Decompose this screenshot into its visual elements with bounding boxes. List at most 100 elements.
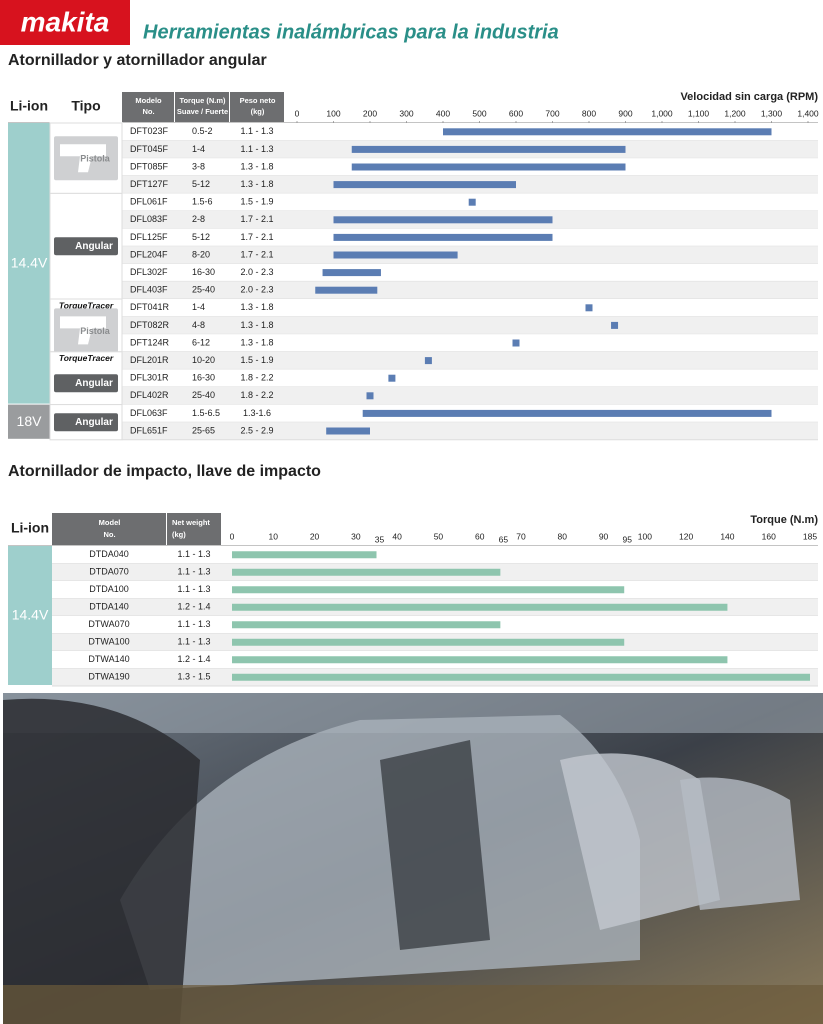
torque: 25-40 xyxy=(192,285,215,295)
point-mark xyxy=(388,374,396,382)
weight: 1.3 - 1.8 xyxy=(240,179,273,189)
header-text: Peso neto xyxy=(240,96,276,105)
x-tick-label: 600 xyxy=(509,108,523,118)
header-cell xyxy=(230,92,284,122)
weight: 1.8 - 2.2 xyxy=(240,390,273,400)
row-stripe xyxy=(122,334,818,352)
torque: 4-8 xyxy=(192,320,205,330)
x-tick-label: 800 xyxy=(582,108,596,118)
model: DTDA100 xyxy=(89,584,129,594)
weight: 1.2 - 1.4 xyxy=(177,654,210,664)
torque: 25-40 xyxy=(192,390,215,400)
range-bar xyxy=(333,251,458,259)
bar xyxy=(232,551,377,559)
torque-tracer-badge: TorqueTracer xyxy=(59,353,114,363)
x-tick-label: 140 xyxy=(720,531,734,541)
axis-title: Velocidad sin carga (RPM) xyxy=(680,91,818,103)
weight: 1.1 - 1.3 xyxy=(177,637,210,647)
tool-silhouette xyxy=(60,316,106,345)
tool-icon xyxy=(54,237,118,256)
weight: 1.3 - 1.5 xyxy=(177,672,210,682)
x-tick-label: 60 xyxy=(475,531,485,541)
header-cell xyxy=(167,513,221,545)
row-stripe xyxy=(122,316,818,335)
model: DFL204F xyxy=(130,249,168,259)
weight: 1.7 - 2.1 xyxy=(240,214,273,224)
x-tick-label: 700 xyxy=(545,108,559,118)
tool-label: Angular xyxy=(75,241,113,252)
model: DFT045F xyxy=(130,144,169,154)
torque: 5-12 xyxy=(192,179,210,189)
x-tick-label: 20 xyxy=(310,531,320,541)
row-stripe xyxy=(122,246,818,264)
weight: 1.3 - 1.8 xyxy=(240,337,273,347)
header-text: (kg) xyxy=(251,107,265,116)
torque: 25-65 xyxy=(192,425,215,435)
column-header: Tipo xyxy=(71,98,100,114)
header-text: No. xyxy=(103,530,115,539)
weight: 1.1 - 1.3 xyxy=(177,584,210,594)
torque: 1-4 xyxy=(192,302,205,312)
torque: 0.5-2 xyxy=(192,126,213,136)
x-tick-label: 500 xyxy=(472,108,486,118)
x-tick-label: 185 xyxy=(803,531,817,541)
section-title: Atornillador y atornillador angular xyxy=(8,52,267,69)
x-tick-label: 95 xyxy=(622,534,632,544)
x-tick-label: 160 xyxy=(762,531,776,541)
header-text: Torque (N.m) xyxy=(179,96,226,105)
range-bar xyxy=(333,181,516,189)
weight: 1.1 - 1.3 xyxy=(177,549,210,559)
point-mark xyxy=(512,339,520,347)
axis-title: Torque (N.m) xyxy=(750,514,818,526)
bar xyxy=(232,656,728,664)
bar xyxy=(232,638,625,646)
x-tick-label: 50 xyxy=(434,531,444,541)
tool-label: Pistola xyxy=(80,154,111,164)
weight: 1.1 - 1.3 xyxy=(240,126,273,136)
column-header: Li-ion xyxy=(11,520,49,536)
x-tick-label: 100 xyxy=(326,108,340,118)
weight: 1.1 - 1.3 xyxy=(177,619,210,629)
weight: 2.0 - 2.3 xyxy=(240,267,273,277)
x-tick-label: 300 xyxy=(399,108,413,118)
model: DTWA190 xyxy=(88,672,129,682)
torque: 3-8 xyxy=(192,161,205,171)
logo-box xyxy=(0,0,130,45)
tool-silhouette xyxy=(60,144,106,173)
bar xyxy=(232,586,625,594)
x-tick-label: 200 xyxy=(363,108,377,118)
header-cell xyxy=(175,92,229,122)
voltage-cell xyxy=(8,404,50,439)
voltage: 14.4V xyxy=(12,607,49,623)
torque: 16-30 xyxy=(192,267,215,277)
torque: 1.5-6 xyxy=(192,197,213,207)
column-header: Li-ion xyxy=(10,98,48,114)
tool-label: Angular xyxy=(75,417,113,428)
range-bar xyxy=(322,269,381,277)
weight: 1.8 - 2.2 xyxy=(240,373,273,383)
header-text: (kg) xyxy=(172,530,186,539)
weight: 1.3 - 1.8 xyxy=(240,320,273,330)
range-bar xyxy=(315,286,378,294)
weight: 1.1 - 1.3 xyxy=(177,567,210,577)
header-cell xyxy=(52,513,166,545)
range-bar xyxy=(333,216,553,224)
x-tick-label: 1,100 xyxy=(688,108,710,118)
page-title: Herramientas inalámbricas para la indust… xyxy=(143,21,559,43)
model: DFT127F xyxy=(130,179,169,189)
row-stripe xyxy=(122,281,818,299)
model: DFL302F xyxy=(130,267,168,277)
model: DFL403F xyxy=(130,285,168,295)
weight: 1.1 - 1.3 xyxy=(240,144,273,154)
tool-label: Angular xyxy=(75,378,113,389)
voltage: 18V xyxy=(17,413,43,429)
model: DFL201R xyxy=(130,355,169,365)
x-tick-label: 1,400 xyxy=(797,108,819,118)
x-tick-label: 1,000 xyxy=(651,108,673,118)
x-tick-label: 120 xyxy=(679,531,693,541)
model: DFL063F xyxy=(130,408,168,418)
weight: 1.3 - 1.8 xyxy=(240,161,273,171)
torque: 5-12 xyxy=(192,232,210,242)
x-tick-label: 100 xyxy=(638,531,652,541)
